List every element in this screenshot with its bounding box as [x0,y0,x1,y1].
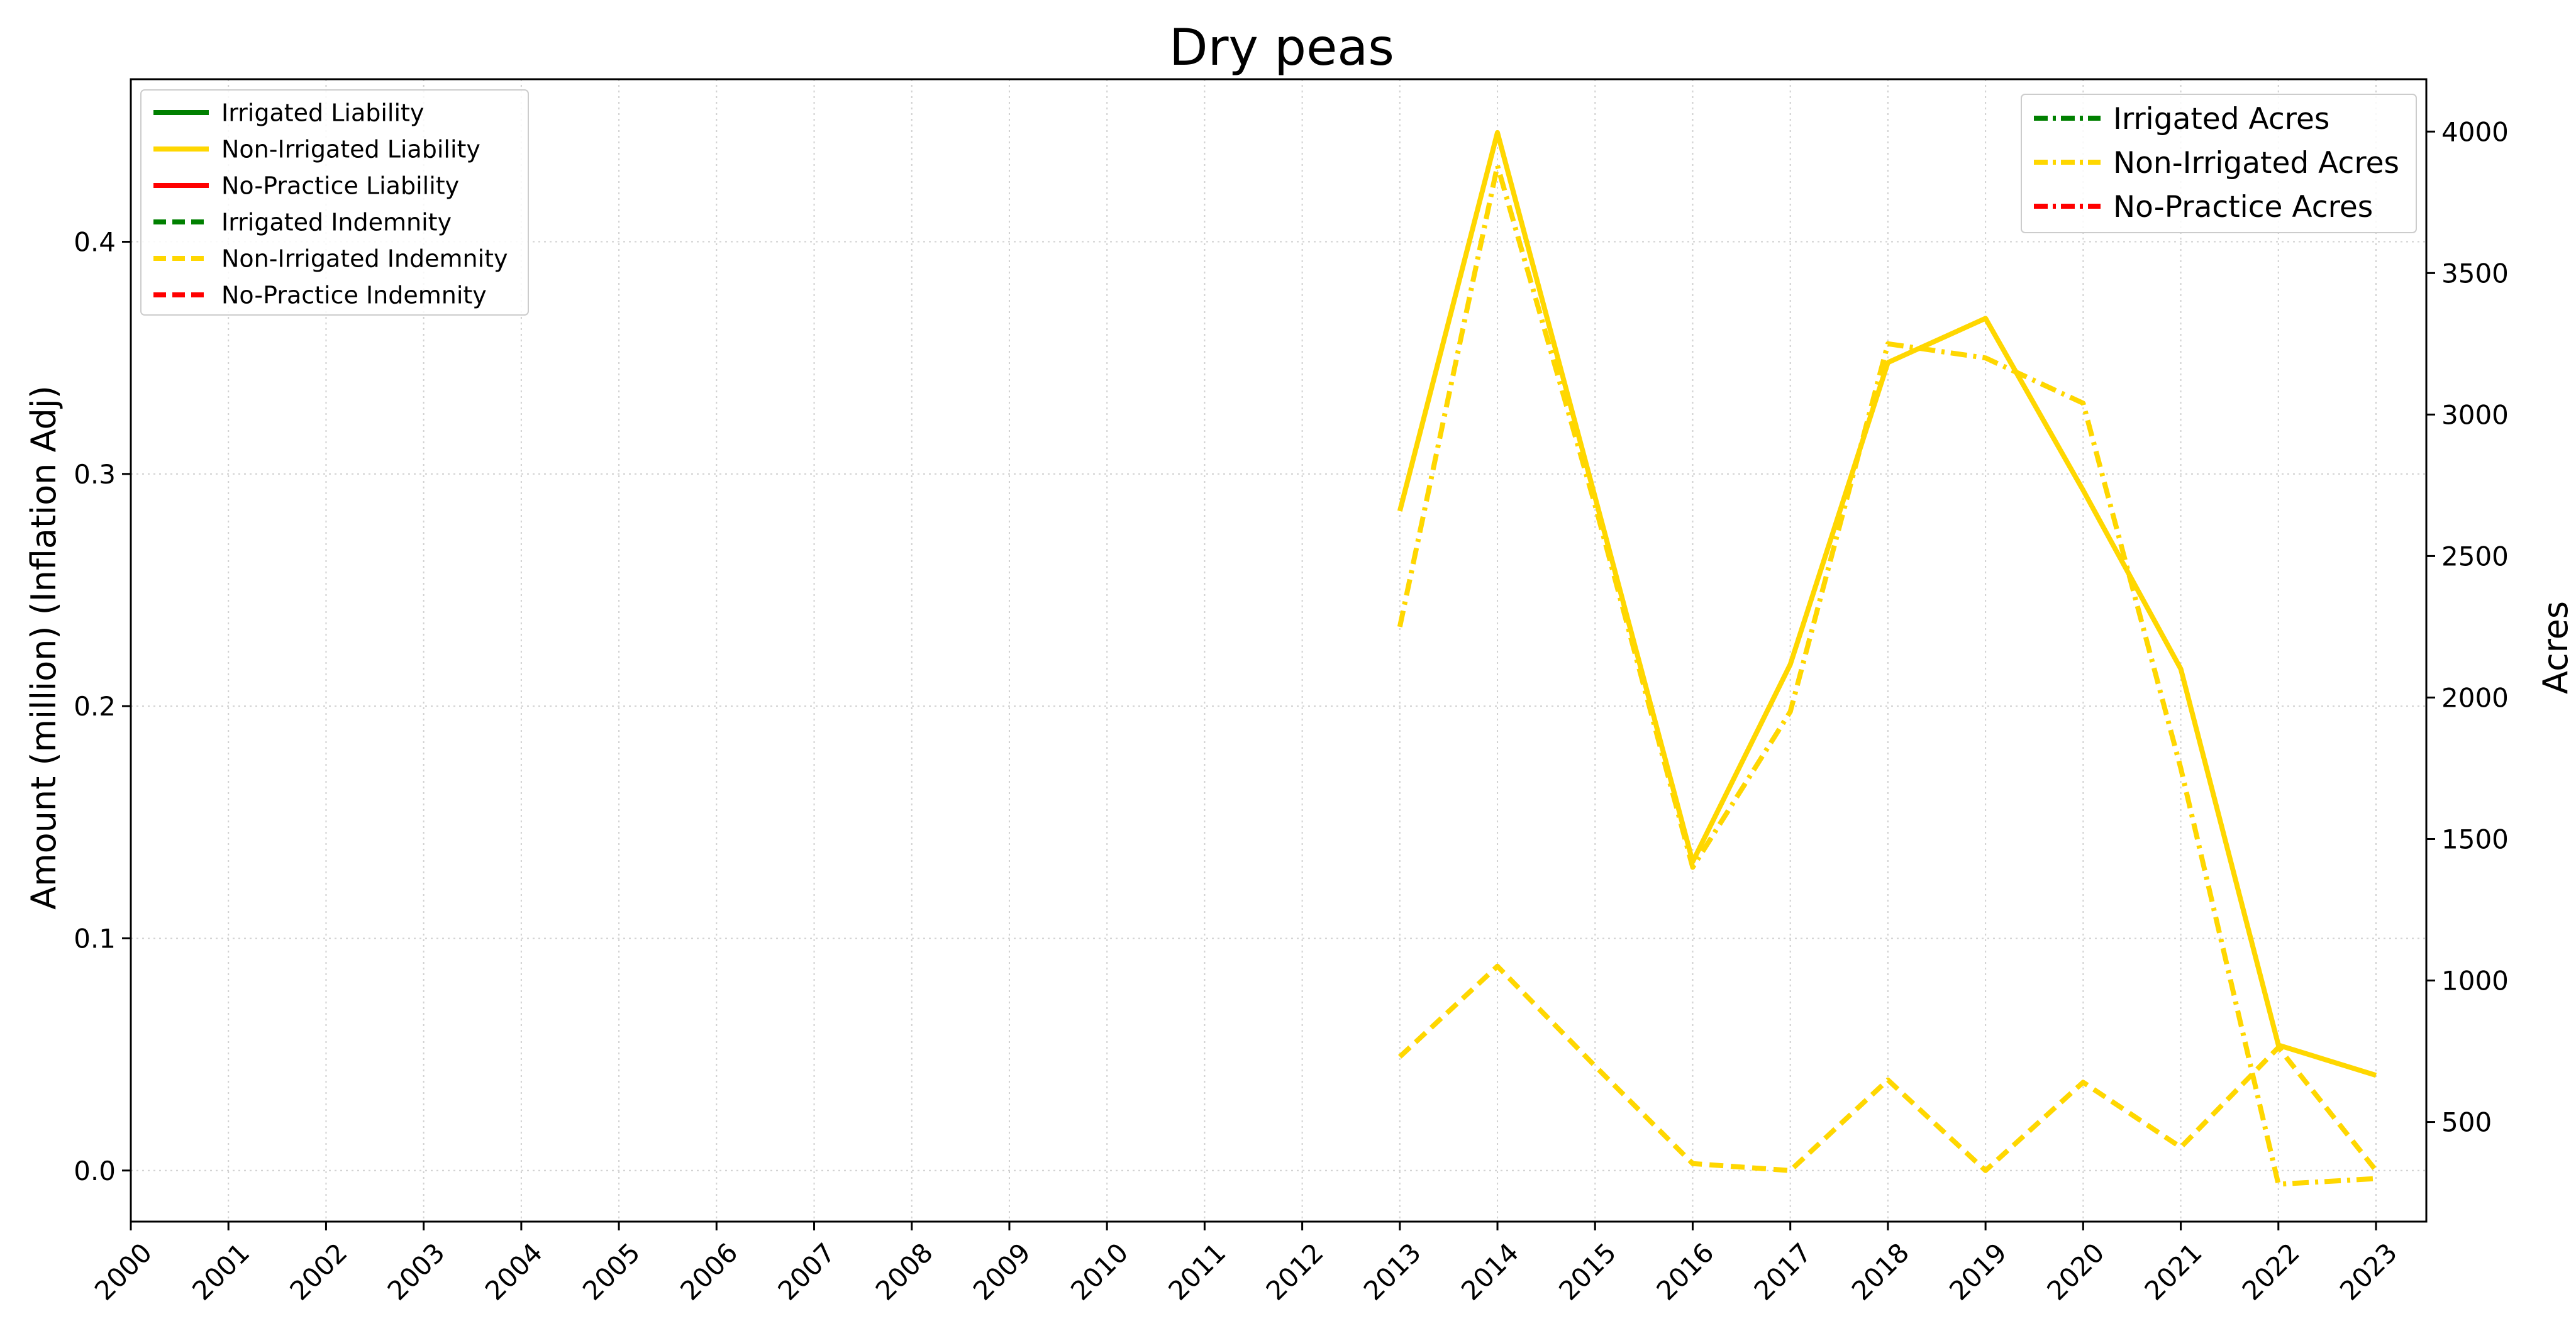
x-tick-label-2012: 2012 [1260,1237,1330,1306]
x-ticks: 2000 2001 2002 2003 2004 2005 2006 2007 2008 2009… [89,1222,2403,1306]
x-tick-label-2020: 2020 [2041,1237,2110,1306]
chart-title: Dry peas [1169,18,1394,77]
x-tick-label-2010: 2010 [1065,1237,1134,1306]
x-tick-label-2023: 2023 [2334,1237,2403,1306]
x-tick-label-2021: 2021 [2138,1237,2207,1306]
y-axis-label-right: Acres [2536,601,2575,694]
grid [130,79,2426,1222]
legend-label-non-irrigated-indemnity: Non-Irrigated Indemnity [221,245,508,273]
y-tick-label-right-4000: 4000 [2441,116,2509,147]
x-tick-label-2000: 2000 [89,1237,158,1306]
series-line-non-irrigated-liability [1397,130,2377,1078]
x-tick-label-2008: 2008 [870,1237,939,1306]
legend-label-irrigated-acres: Irrigated Acres [2113,102,2329,136]
y-tick-label-right-3000: 3000 [2441,399,2509,430]
series-line-non-irrigated-acres [1397,163,2377,1187]
legend-label-non-irrigated-liability: Non-Irrigated Liability [221,136,480,163]
x-tick-label-2005: 2005 [577,1237,646,1306]
y-tick-label-left-0.3: 0.3 [74,459,116,490]
x-tick-label-2009: 2009 [967,1237,1036,1306]
y-tick-label-right-3500: 3500 [2441,258,2509,289]
legend-right-box [2021,94,2417,233]
legend-label-irrigated-liability: Irrigated Liability [221,99,424,127]
y-tick-label-right-500: 500 [2441,1107,2492,1138]
legend-label-no-practice-liability: No-Practice Liability [221,172,459,200]
y-ticks-right: 500 1000 1500 2000 2500 3000 3500 4000 [2426,116,2509,1138]
x-tick-label-2022: 2022 [2236,1237,2306,1306]
x-tick-label-2006: 2006 [674,1237,743,1306]
x-tick-label-2013: 2013 [1358,1237,1427,1306]
x-tick-label-2004: 2004 [479,1237,548,1306]
series-layer [1397,130,2379,1187]
legend-label-irrigated-indemnity: Irrigated Indemnity [221,209,452,236]
y-tick-label-left-0.4: 0.4 [74,227,116,258]
plot-frame [130,78,2428,1223]
x-tick-label-2017: 2017 [1748,1237,1818,1306]
y-tick-label-right-1000: 1000 [2441,966,2509,997]
y-tick-label-left-0.2: 0.2 [74,691,116,722]
x-tick-label-2003: 2003 [382,1237,451,1306]
y-tick-label-right-1500: 1500 [2441,824,2509,854]
legend-right: Irrigated Acres Non-Irrigated Acres No-Pra… [2021,94,2417,233]
x-tick-label-2016: 2016 [1650,1237,1719,1306]
y-tick-label-left-0.0: 0.0 [74,1156,116,1186]
x-tick-label-2001: 2001 [186,1237,255,1306]
x-tick-label-2019: 2019 [1943,1237,2012,1306]
legend-label-non-irrigated-acres: Non-Irrigated Acres [2113,146,2399,180]
x-tick-label-2002: 2002 [284,1237,353,1306]
series-line-non-irrigated-indemnity [1398,963,2379,1173]
x-tick-label-2011: 2011 [1162,1237,1231,1306]
x-tick-label-2018: 2018 [1846,1237,1915,1306]
y-axis-label-left: Amount (million) (Inflation Adj) [24,385,64,910]
legend-label-no-practice-indemnity: No-Practice Indemnity [221,282,487,309]
y-ticks-left: 0.0 0.1 0.2 0.3 0.4 [74,227,131,1186]
x-tick-label-2014: 2014 [1455,1237,1524,1306]
y-tick-label-right-2500: 2500 [2441,541,2509,572]
x-tick-label-2007: 2007 [772,1237,841,1306]
legend-left: Irrigated Liability Non-Irrigated Liabili… [140,89,529,316]
legend-left-box [140,89,529,316]
y-tick-label-left-0.1: 0.1 [74,923,116,954]
y-tick-label-right-2000: 2000 [2441,682,2509,713]
x-tick-label-2015: 2015 [1553,1237,1622,1306]
legend-label-no-practice-acres: No-Practice Acres [2113,190,2373,224]
